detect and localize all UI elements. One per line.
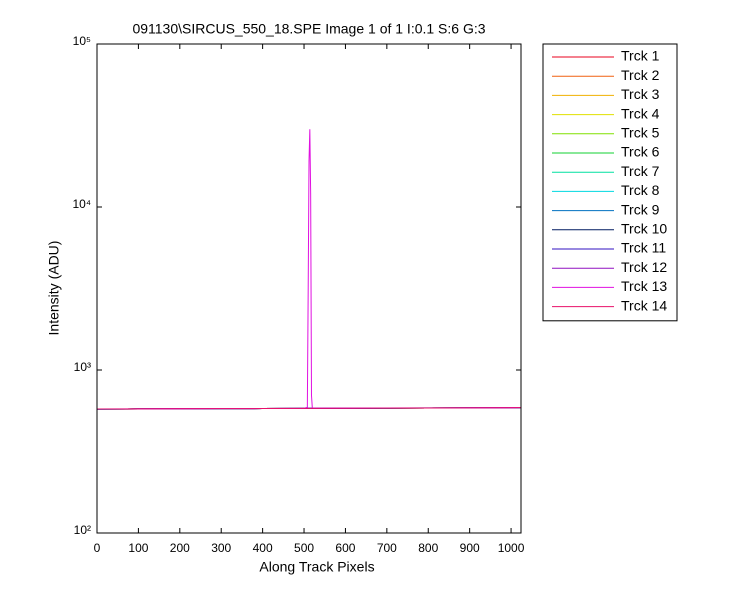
x-tick-label: 800 [418, 541, 438, 555]
legend-label: Trck 12 [621, 259, 667, 275]
y-tick-label: 10³ [74, 360, 91, 374]
series-line [96, 407, 522, 410]
y-axis-label: Intensity (ADU) [46, 241, 62, 336]
legend-label: Trck 13 [621, 278, 667, 294]
x-tick-label: 400 [253, 541, 273, 555]
legend-label: Trck 9 [621, 201, 660, 217]
legend-label: Trck 1 [621, 48, 660, 64]
axes-box [96, 43, 522, 534]
legend-label: Trck 10 [621, 221, 667, 237]
x-tick-label: 300 [211, 541, 231, 555]
y-tick-label: 10⁵ [73, 34, 91, 48]
legend-label: Trck 7 [621, 163, 660, 179]
x-tick-label: 700 [377, 541, 397, 555]
legend-box [542, 43, 678, 322]
legend-label: Trck 11 [621, 240, 666, 256]
y-tick-label: 10² [74, 523, 91, 537]
legend-label: Trck 4 [621, 105, 660, 121]
legend-label: Trck 3 [621, 86, 660, 102]
x-tick-label: 0 [94, 541, 101, 555]
legend-label: Trck 14 [621, 297, 667, 313]
legend-label: Trck 6 [621, 144, 660, 160]
x-tick-label: 500 [294, 541, 314, 555]
plot-area [97, 44, 521, 533]
x-tick-label: 900 [460, 541, 480, 555]
legend-label: Trck 5 [621, 125, 660, 141]
x-tick-label: 600 [335, 541, 355, 555]
legend-label: Trck 8 [621, 182, 660, 198]
x-tick-label: 200 [170, 541, 190, 555]
x-tick-label: 100 [128, 541, 148, 555]
chart-title: 091130\SIRCUS_550_18.SPE Image 1 of 1 I:… [132, 21, 485, 37]
y-tick-label: 10⁴ [72, 197, 91, 211]
x-tick-label: 1000 [498, 541, 525, 555]
x-axis-label: Along Track Pixels [259, 559, 374, 575]
legend-label: Trck 2 [621, 67, 660, 83]
